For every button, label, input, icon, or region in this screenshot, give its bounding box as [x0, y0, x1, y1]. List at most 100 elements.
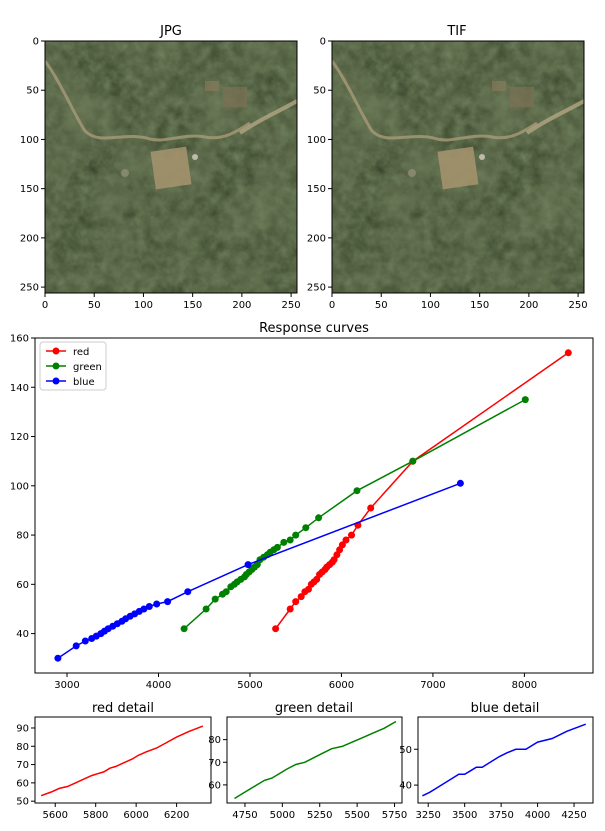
blue-detail-ytick-label: 50 [399, 745, 412, 756]
red-series-line [274, 352, 569, 630]
legend-label-red: red [73, 347, 89, 358]
green-detail-ytick-label: 80 [208, 735, 221, 746]
tif-xtick-label: 100 [421, 300, 440, 311]
red-detail-title: red detail [92, 701, 154, 716]
green-detail-ytick-label: 70 [208, 758, 221, 769]
tif-image [332, 41, 584, 293]
blue-detail-chart: blue detail 3250 3500 3750 4000 4250 40 50 [399, 701, 594, 821]
blue-data-point [153, 600, 161, 608]
green-detail-ytick-label: 60 [208, 780, 221, 791]
red-detail-series-line [40, 725, 204, 797]
red-detail-ytick-label: 80 [16, 742, 29, 753]
blue-detail-plot-area: 3250 3500 3750 4000 4250 40 50 [399, 723, 587, 821]
green-detail-title: green detail [275, 701, 353, 716]
tif-ytick-label: 50 [313, 86, 326, 97]
green-data-point [292, 531, 300, 539]
jpg-image-frame [44, 40, 298, 294]
jpg-ytick-label: 100 [20, 135, 39, 146]
jpg-image [45, 41, 297, 293]
blue-detail-xtick-label: 4000 [525, 810, 550, 821]
green-data-point [180, 625, 188, 633]
green-data-point [202, 605, 210, 613]
jpg-xtick-label: 250 [282, 300, 301, 311]
tif-ytick-label: 250 [307, 283, 326, 294]
jpg-xtick-label: 200 [232, 300, 251, 311]
red-detail-ytick-label: 90 [16, 723, 29, 734]
green-detail-xtick-label: 5750 [382, 810, 407, 821]
response-ytick-label: 40 [16, 629, 29, 640]
blue-detail-frame [417, 716, 594, 804]
response-curves-chart: Response curves 3000 4000 5000 6000 7000 8000… [10, 321, 594, 691]
response-ytick-label: 60 [16, 580, 29, 591]
tif-xtick-label: 150 [470, 300, 489, 311]
response-xtick-label: 7000 [420, 680, 445, 691]
jpg-xtick-label: 50 [88, 300, 101, 311]
jpg-ytick-label: 200 [20, 233, 39, 244]
red-detail-xtick-label: 5600 [43, 810, 68, 821]
green-detail-series-line [234, 720, 397, 800]
tif-panel-title: TIF [446, 24, 466, 39]
response-xtick-label: 5000 [237, 680, 262, 691]
blue-detail-ytick-label: 40 [399, 781, 412, 792]
legend-label-blue: blue [73, 377, 95, 388]
tif-ytick-label: 100 [307, 135, 326, 146]
blue-detail-xtick-label: 3250 [415, 810, 440, 821]
green-data-point [211, 595, 219, 603]
green-data-point [280, 538, 288, 546]
blue-detail-series-line [422, 723, 586, 797]
red-detail-chart: red detail 5600 5800 6000 6200 50 60 70 80 90 [16, 701, 212, 821]
legend-marker-blue [52, 377, 60, 385]
red-data-point [342, 536, 350, 544]
green-detail-xtick-label: 4750 [232, 810, 257, 821]
jpg-panel-title: JPG [159, 24, 182, 39]
blue-data-point [81, 637, 89, 645]
red-detail-ytick-label: 50 [16, 797, 29, 808]
tif-xtick-label: 250 [569, 300, 588, 311]
legend-marker-green [52, 362, 60, 370]
legend-marker-red [52, 347, 60, 355]
blue-data-point [244, 561, 252, 569]
green-data-point [302, 524, 310, 532]
green-detail-xtick-label: 5250 [307, 810, 332, 821]
tif-xtick-label: 0 [329, 300, 335, 311]
red-detail-plot-area: 5600 5800 6000 6200 50 60 70 80 90 [16, 723, 204, 821]
red-data-point [272, 625, 280, 633]
legend-entry-red: red [46, 347, 89, 358]
response-xtick-label: 4000 [146, 680, 171, 691]
green-detail-plot-area: 4750 5000 5250 5500 5750 60 70 80 [208, 720, 407, 821]
red-detail-ytick-label: 60 [16, 778, 29, 789]
blue-data-point [140, 605, 148, 613]
response-ytick-label: 100 [10, 481, 29, 492]
red-data-point [564, 349, 572, 357]
tif-xtick-label: 200 [519, 300, 538, 311]
tif-ytick-label: 150 [307, 184, 326, 195]
blue-data-point [72, 642, 80, 650]
tif-ytick-label: 200 [307, 233, 326, 244]
legend: red green blue [39, 341, 107, 391]
jpg-ytick-label: 250 [20, 283, 39, 294]
green-detail-chart: green detail 4750 5000 5250 5500 5750 60 70 80 [208, 701, 407, 821]
tif-xtick-label: 50 [375, 300, 388, 311]
red-data-point [348, 531, 355, 539]
blue-detail-xtick-label: 3750 [488, 810, 513, 821]
blue-data-point [145, 603, 153, 610]
green-data-point [353, 487, 361, 495]
green-detail-xtick-label: 5500 [344, 810, 369, 821]
response-ytick-label: 140 [10, 383, 29, 394]
blue-data-point [54, 654, 62, 662]
jpg-xtick-label: 100 [134, 300, 153, 311]
response-curves-title: Response curves [259, 321, 369, 336]
red-detail-xtick-label: 6000 [123, 810, 148, 821]
blue-detail-xtick-label: 3500 [452, 810, 477, 821]
red-data-point [297, 593, 305, 601]
red-detail-xtick-label: 5800 [83, 810, 108, 821]
green-detail-xtick-label: 5000 [270, 810, 295, 821]
blue-data-point [456, 479, 464, 487]
red-detail-xtick-label: 6200 [164, 810, 189, 821]
legend-entry-green: green [46, 362, 102, 373]
blue-data-point [184, 588, 192, 596]
